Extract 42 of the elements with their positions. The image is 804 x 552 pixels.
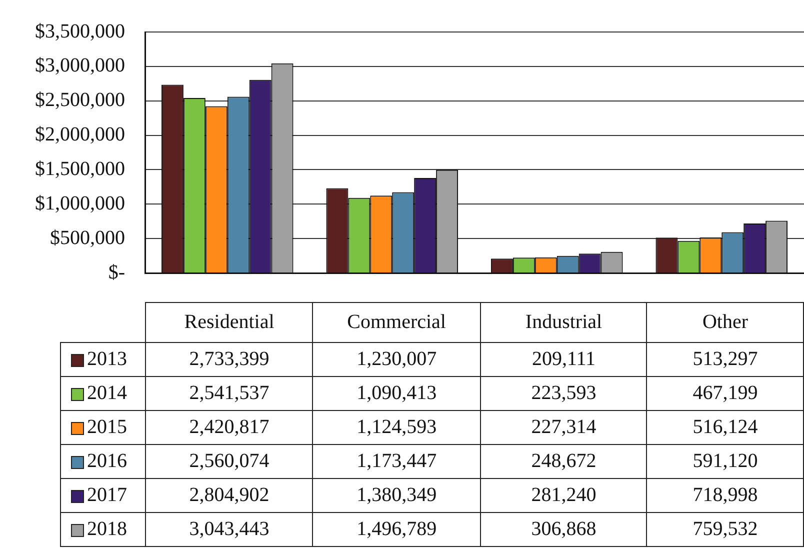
y-tick-label: $3,000,000	[35, 54, 125, 77]
data-label: 718,998	[646, 478, 804, 512]
data-label: 1,230,007	[312, 342, 480, 376]
data-label: 209,111	[480, 342, 647, 376]
data-label: 591,120	[646, 444, 804, 478]
x-tick-label: Commercial	[312, 302, 480, 342]
y-tick-label: $-	[108, 261, 125, 284]
data-label: 1,090,413	[312, 376, 480, 410]
legend-label: 2017	[60, 478, 146, 512]
y-tick-label: $500,000	[50, 226, 125, 249]
data-label: 1,380,349	[312, 478, 480, 512]
y-tick-label: $2,000,000	[35, 124, 125, 146]
data-label: 306,868	[480, 512, 647, 546]
x-tick-label: Other	[646, 302, 804, 342]
data-label: 223,593	[480, 376, 647, 410]
data-label: 1,173,447	[312, 444, 480, 478]
data-label: 516,124	[646, 410, 804, 444]
data-label: 1,124,593	[312, 410, 480, 444]
y-tick-label: $1,000,000	[35, 192, 125, 214]
legend-label: 2013	[60, 342, 146, 376]
data-label: 2,733,399	[146, 342, 313, 376]
data-label: 281,240	[480, 478, 647, 512]
data-label: 2,560,074	[146, 444, 313, 478]
x-tick-label: Industrial	[480, 302, 647, 342]
legend-label: 2018	[60, 512, 146, 546]
data-label: 2,541,537	[146, 376, 313, 410]
y-tick-label: $3,500,000	[35, 20, 125, 42]
data-label: 759,532	[646, 512, 804, 546]
data-label: 2,420,817	[146, 410, 313, 444]
data-label: 3,043,443	[146, 512, 313, 546]
legend-label: 2015	[60, 410, 146, 444]
data-label: 248,672	[480, 444, 647, 478]
y-tick-label: $1,500,000	[35, 158, 125, 180]
legend-label: 2014	[60, 376, 146, 410]
x-tick-label: Residential	[146, 302, 313, 342]
y-tick-label: $2,500,000	[35, 89, 125, 112]
data-label: 2,804,902	[146, 478, 313, 512]
data-label: 467,199	[646, 376, 804, 410]
data-label: 227,314	[480, 410, 647, 444]
legend-label: 2016	[60, 444, 146, 478]
data-label: 513,297	[646, 342, 804, 376]
data-label: 1,496,789	[312, 512, 480, 546]
